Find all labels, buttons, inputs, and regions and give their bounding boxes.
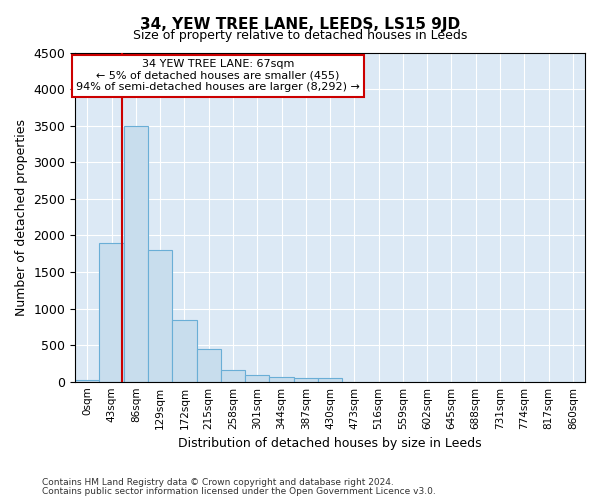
Bar	[269, 377, 293, 382]
Bar	[172, 320, 197, 382]
Bar	[100, 242, 124, 382]
Bar	[148, 250, 172, 382]
Text: Contains HM Land Registry data © Crown copyright and database right 2024.: Contains HM Land Registry data © Crown c…	[42, 478, 394, 487]
Bar	[318, 378, 342, 382]
Text: 34, YEW TREE LANE, LEEDS, LS15 9JD: 34, YEW TREE LANE, LEEDS, LS15 9JD	[140, 18, 460, 32]
Bar	[197, 349, 221, 382]
Bar	[75, 380, 100, 382]
Text: 34 YEW TREE LANE: 67sqm  
← 5% of detached houses are smaller (455)
94% of semi-: 34 YEW TREE LANE: 67sqm ← 5% of detached…	[76, 59, 360, 92]
Text: Contains public sector information licensed under the Open Government Licence v3: Contains public sector information licen…	[42, 486, 436, 496]
X-axis label: Distribution of detached houses by size in Leeds: Distribution of detached houses by size …	[178, 437, 482, 450]
Bar	[245, 375, 269, 382]
Y-axis label: Number of detached properties: Number of detached properties	[15, 118, 28, 316]
Bar	[221, 370, 245, 382]
Bar	[124, 126, 148, 382]
Text: Size of property relative to detached houses in Leeds: Size of property relative to detached ho…	[133, 29, 467, 42]
Bar	[293, 378, 318, 382]
